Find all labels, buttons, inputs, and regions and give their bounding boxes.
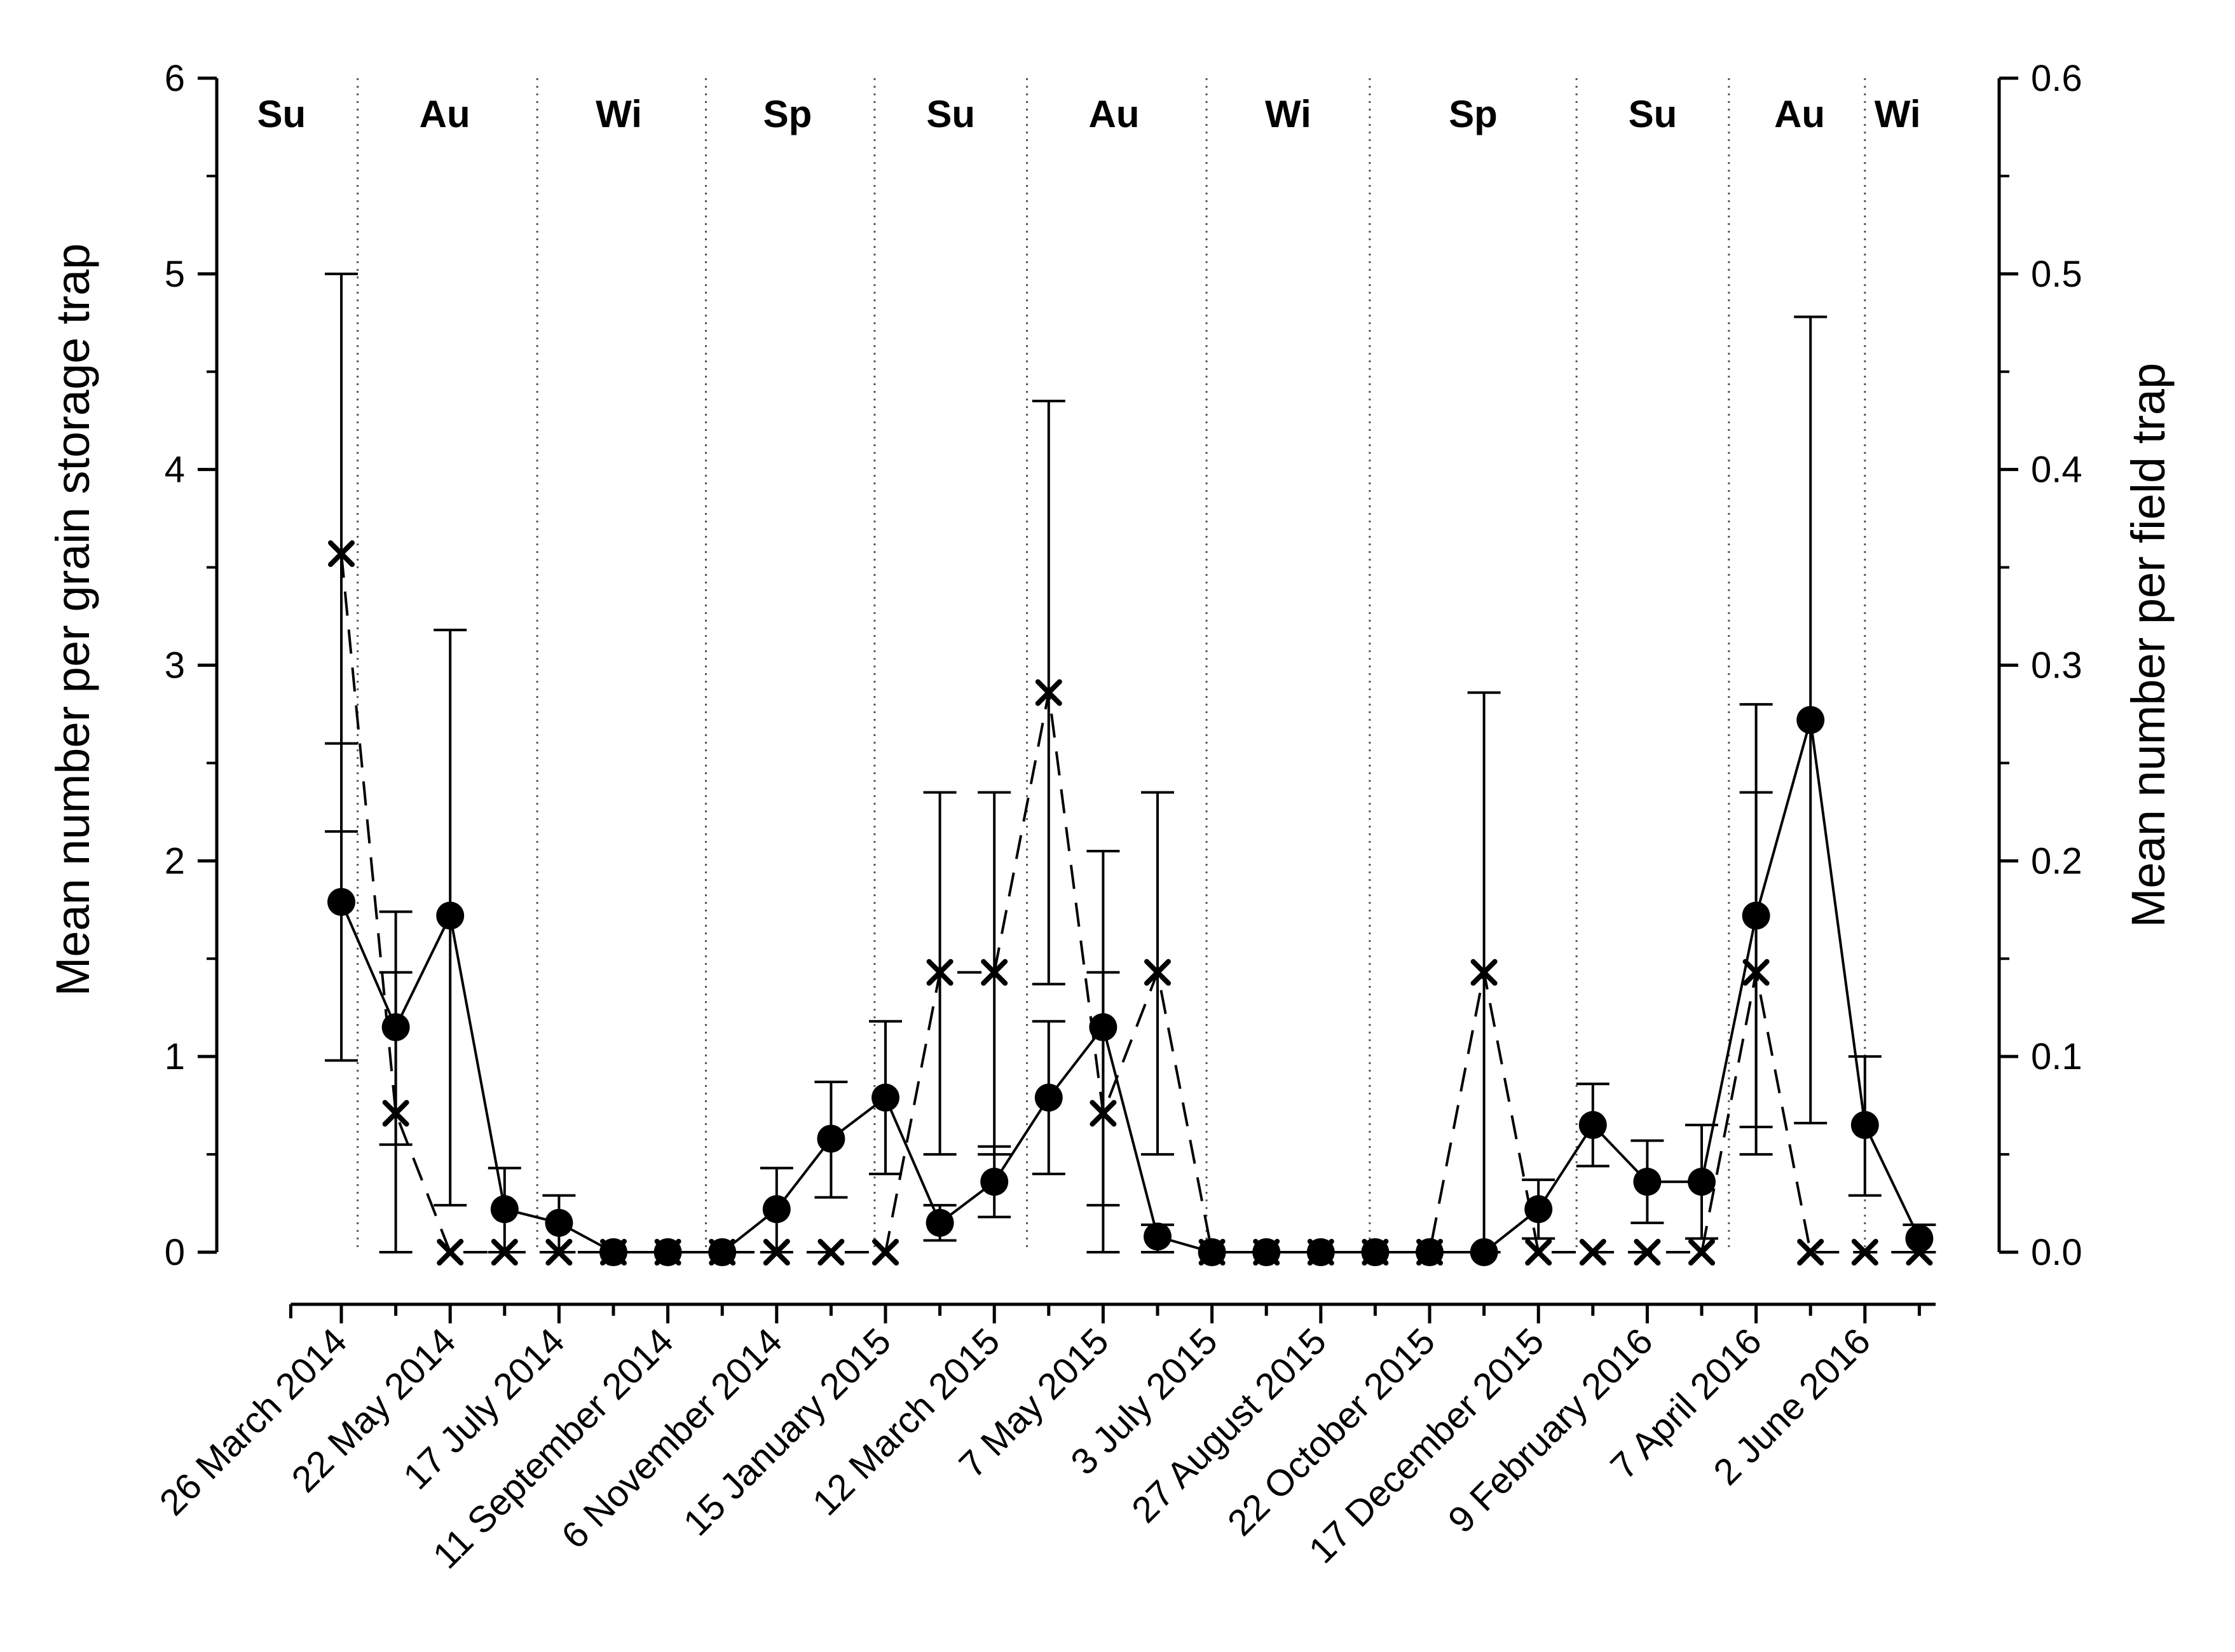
grain-storage-point bbox=[1688, 1168, 1716, 1196]
field-trap-point bbox=[437, 1239, 464, 1266]
grain-storage-point bbox=[1633, 1168, 1662, 1196]
grain-storage-point bbox=[1470, 1238, 1498, 1266]
x-tick-label: 15 January 2015 bbox=[676, 1320, 899, 1544]
y-tick-label-left: 1 bbox=[165, 1036, 185, 1077]
grain-storage-point bbox=[1144, 1222, 1172, 1251]
y-tick-label-right: 0.3 bbox=[2031, 645, 2082, 686]
season-label: Su bbox=[1629, 93, 1678, 135]
field-trap-point bbox=[763, 1239, 790, 1266]
field-trap-point bbox=[654, 1239, 681, 1266]
field-trap-point bbox=[1198, 1239, 1226, 1266]
field-trap-point bbox=[1688, 1239, 1715, 1266]
x-tick-label: 27 August 2015 bbox=[1124, 1320, 1334, 1531]
grain-storage-point bbox=[871, 1083, 899, 1112]
grain-storage-point bbox=[1742, 901, 1770, 930]
y-tick-label-left: 5 bbox=[165, 254, 185, 295]
season-label: Au bbox=[1089, 93, 1140, 135]
field-trap-point bbox=[545, 1239, 573, 1266]
y-tick-label-left: 6 bbox=[165, 58, 185, 99]
field-trap-point bbox=[1035, 679, 1062, 706]
field-trap-point bbox=[491, 1239, 518, 1266]
field-trap-point bbox=[1470, 959, 1498, 986]
field-trap-point bbox=[1090, 1100, 1117, 1127]
grain-storage-point bbox=[817, 1124, 845, 1153]
grain-storage-point bbox=[1850, 1110, 1879, 1139]
y-axis-title-right: Mean number per field trap bbox=[2122, 363, 2175, 927]
field-trap-point bbox=[600, 1239, 627, 1266]
grain-storage-point bbox=[980, 1168, 1009, 1196]
axes: 0 0.0 1 0.1 2 0.2 3 0.3 4 0.4 5 0.5 6 0.6 26 March 201… bbox=[152, 58, 2082, 1576]
grain-storage-point bbox=[926, 1208, 954, 1237]
grain-storage-point bbox=[381, 1013, 410, 1041]
y-tick-label-right: 0.6 bbox=[2031, 58, 2082, 99]
field-trap-point bbox=[981, 959, 1008, 986]
field-trap-line bbox=[340, 553, 1920, 1253]
grain-storage-line bbox=[340, 720, 1921, 1253]
season-label: Au bbox=[1774, 93, 1825, 135]
season-dividers bbox=[357, 78, 1866, 1252]
field-trap-point bbox=[926, 959, 953, 986]
season-label: Au bbox=[420, 93, 470, 135]
x-tick-label: 26 March 2014 bbox=[152, 1320, 355, 1524]
grain-storage-point bbox=[490, 1195, 519, 1224]
y-tick-label-right: 0.5 bbox=[2031, 254, 2082, 295]
season-label: Su bbox=[926, 93, 975, 135]
grain-storage-point bbox=[327, 887, 355, 916]
x-tick-label: 12 March 2015 bbox=[805, 1320, 1008, 1524]
season-label: Wi bbox=[1875, 93, 1921, 135]
field-trap-point bbox=[1906, 1239, 1933, 1266]
grain-storage-point bbox=[1796, 706, 1825, 734]
field-trap-point bbox=[709, 1239, 736, 1266]
labels: Mean number per grain storage trap Mean … bbox=[46, 93, 2175, 996]
field-trap-point bbox=[1416, 1239, 1443, 1266]
y-tick-label-left: 0 bbox=[165, 1232, 185, 1273]
y-tick-label-right: 0.2 bbox=[2031, 840, 2082, 882]
y-tick-label-right: 0.4 bbox=[2031, 449, 2082, 491]
grain-storage-point bbox=[545, 1208, 573, 1237]
y-tick-label-right: 0.1 bbox=[2031, 1036, 2082, 1077]
grain-storage-point bbox=[436, 901, 465, 930]
grain-storage-point bbox=[1524, 1195, 1553, 1224]
y-tick-label-left: 4 bbox=[165, 449, 185, 491]
x-tick-label: 22 October 2015 bbox=[1220, 1320, 1443, 1543]
field-trap-point bbox=[328, 540, 355, 568]
grain-storage-point bbox=[1034, 1083, 1063, 1112]
grain-storage-point bbox=[1905, 1224, 1934, 1253]
season-label: Su bbox=[257, 93, 306, 135]
field-trap-point bbox=[1797, 1239, 1824, 1266]
season-label: Wi bbox=[596, 93, 642, 135]
field-trap-point bbox=[1253, 1239, 1280, 1266]
y-tick-label-left: 2 bbox=[165, 840, 185, 882]
grain-storage-point bbox=[1578, 1110, 1607, 1139]
y-tick-label-left: 3 bbox=[165, 645, 185, 686]
field-trap-point bbox=[382, 1100, 409, 1127]
y-axis-title-left: Mean number per grain storage trap bbox=[46, 243, 99, 997]
data-series bbox=[325, 272, 1936, 1266]
field-trap-point bbox=[872, 1239, 899, 1266]
field-trap-point bbox=[1307, 1239, 1334, 1266]
field-trap-point bbox=[1634, 1239, 1661, 1266]
field-trap-point bbox=[1144, 959, 1171, 986]
season-label: Wi bbox=[1265, 93, 1311, 135]
field-trap-point bbox=[1851, 1239, 1878, 1266]
field-trap-point bbox=[1742, 959, 1770, 986]
field-trap-point bbox=[1579, 1239, 1606, 1266]
season-label: Sp bbox=[763, 93, 812, 135]
field-trap-point bbox=[817, 1239, 845, 1266]
season-label: Sp bbox=[1449, 93, 1498, 135]
grain-storage-point bbox=[762, 1195, 791, 1224]
field-trap-point bbox=[1362, 1239, 1389, 1266]
x-tick-label: 9 February 2016 bbox=[1440, 1320, 1661, 1541]
grain-storage-point bbox=[1089, 1013, 1118, 1041]
y-tick-label-right: 0.0 bbox=[2031, 1232, 2082, 1273]
field-trap-point bbox=[1525, 1239, 1552, 1266]
